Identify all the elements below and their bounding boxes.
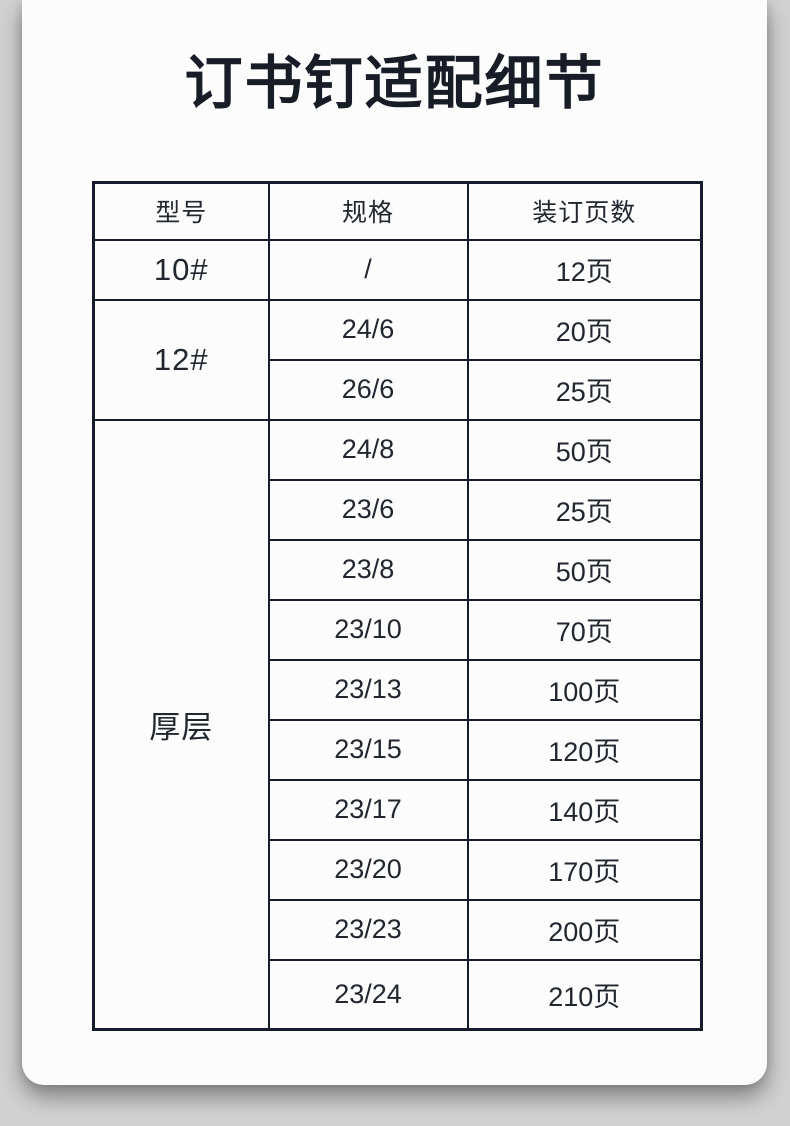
spec-cell: 23/8 [267, 538, 469, 601]
table-row: 12# 24/6 20页 [92, 298, 703, 421]
table-row: 23/10 70页 [94, 598, 703, 661]
table-header-row: 型号 规格 装订页数 [92, 181, 703, 241]
header-spec: 规格 [267, 181, 469, 241]
table-row: 10#/12页 [92, 238, 703, 301]
spec-cell: 23/10 [267, 598, 469, 661]
page-title: 订书钉适配细节 [184, 51, 605, 116]
spec-cell: 23/15 [267, 718, 469, 781]
table-row: 23/15 120页 [94, 718, 703, 781]
pages-cell: 50页 [466, 418, 703, 481]
spec-cell: 24/8 [267, 418, 469, 481]
pages-cell: 70页 [466, 598, 703, 661]
table-row: 23/24 210页 [94, 958, 703, 1031]
spec-cell: 23/17 [267, 778, 469, 841]
pages-cell: 12页 [466, 238, 703, 301]
table-row: 23/8 50页 [94, 538, 703, 601]
table-row: 厚层 24/8 50页 [92, 418, 703, 1031]
table-row: 23/23 200页 [94, 898, 703, 961]
spec-cell: 23/20 [267, 838, 469, 901]
pages-cell: 25页 [466, 358, 703, 421]
pages-cell: 25页 [466, 478, 703, 541]
spec-cell: 23/6 [267, 478, 469, 541]
pages-cell: 140页 [466, 778, 703, 841]
table-row: 23/13 100页 [94, 658, 703, 721]
spec-cell: 26/6 [267, 358, 469, 421]
pages-cell: 120页 [466, 718, 703, 781]
table-row: 23/20 170页 [94, 838, 703, 901]
pages-cell: 50页 [466, 538, 703, 601]
pages-cell: 20页 [466, 298, 703, 361]
table-row: 26/6 25页 [94, 358, 703, 421]
table-body: 10#/12页 12# 24/6 20页 26/6 25页 厚层 24/8 50页 23/6 25页… [92, 238, 703, 1031]
pages-cell: 200页 [466, 898, 703, 961]
table-row: 23/17 140页 [94, 778, 703, 841]
pages-cell: 170页 [466, 838, 703, 901]
spec-cell: / [267, 238, 469, 301]
product-detail-card: 订书钉适配细节 型号 规格 装订页数 10#/12页 12# 24/6 20页 26/6… [22, 0, 767, 1085]
model-cell: 10# [92, 238, 270, 301]
header-pages: 装订页数 [466, 181, 703, 241]
header-model: 型号 [92, 181, 270, 241]
model-cell: 12# [92, 298, 270, 421]
spec-cell: 24/6 [267, 298, 469, 361]
spec-cell: 23/23 [267, 898, 469, 961]
spec-cell: 23/24 [267, 958, 469, 1031]
spec-cell: 23/13 [267, 658, 469, 721]
table-row: 23/6 25页 [94, 478, 703, 541]
model-cell: 厚层 [92, 418, 270, 1031]
pages-cell: 210页 [466, 958, 703, 1031]
staple-spec-table: 型号 规格 装订页数 10#/12页 12# 24/6 20页 26/6 25页 厚层 24/… [92, 181, 703, 1031]
pages-cell: 100页 [466, 658, 703, 721]
